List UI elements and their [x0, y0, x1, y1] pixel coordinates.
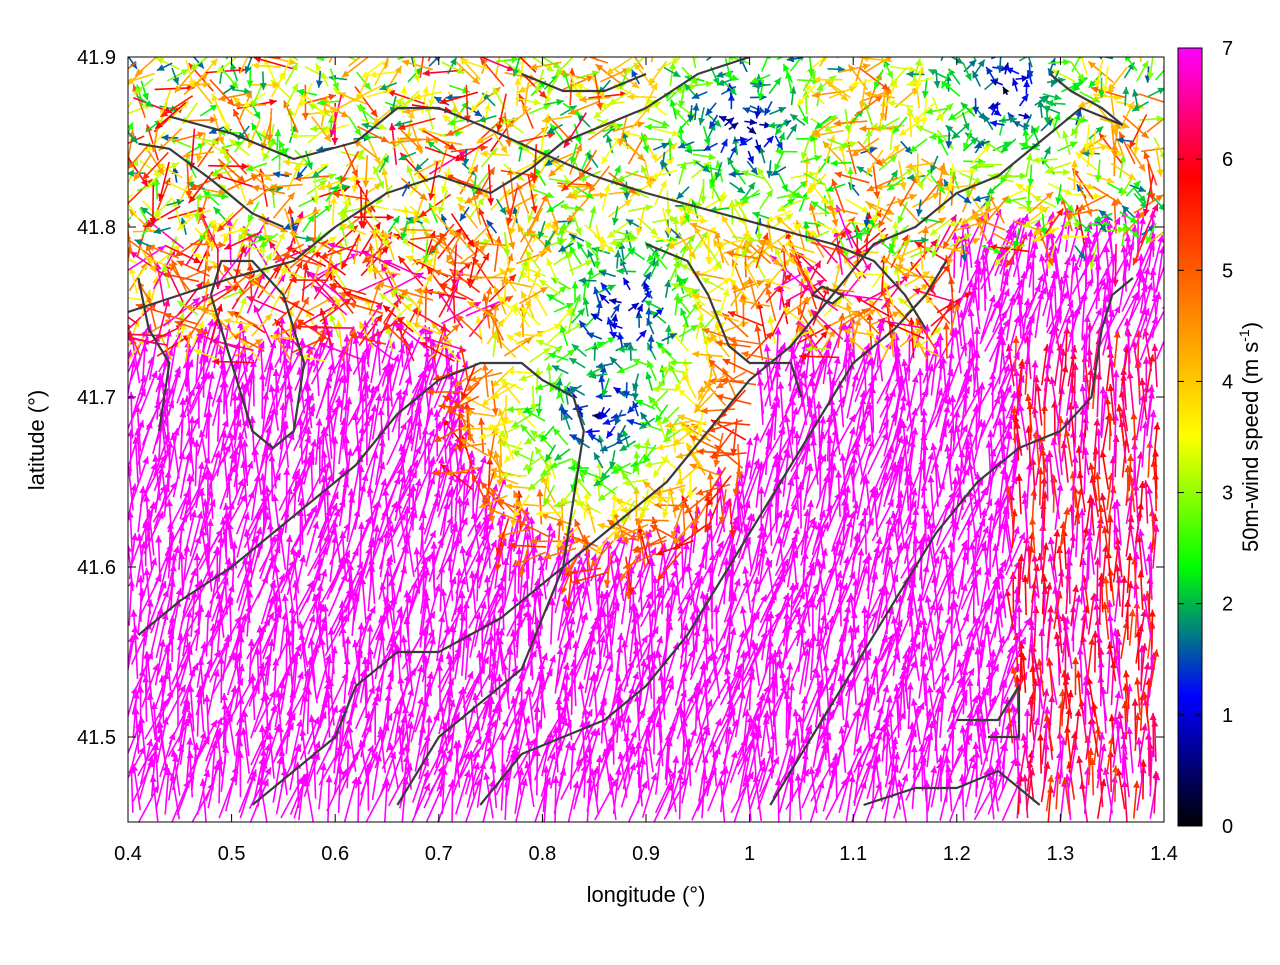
wind-arrowhead [115, 773, 122, 780]
wind-vector [117, 600, 123, 646]
wind-arrowhead [114, 600, 121, 607]
wind-arrowhead [119, 474, 126, 481]
wind-arrowhead [119, 568, 126, 575]
wind-vector [121, 591, 123, 637]
wind-vector [125, 444, 126, 490]
wind-arrowhead [118, 591, 125, 598]
wind-arrowhead [117, 706, 124, 713]
wind-vector [120, 706, 126, 752]
wind-vector [121, 568, 128, 614]
wind-vector [117, 773, 123, 819]
wind-arrowhead [119, 410, 126, 417]
wind-arrowhead [121, 499, 128, 506]
wind-vector [125, 660, 126, 706]
wind-vector [127, 552, 128, 598]
wind-vector [122, 410, 125, 456]
wind-vector [124, 499, 128, 545]
